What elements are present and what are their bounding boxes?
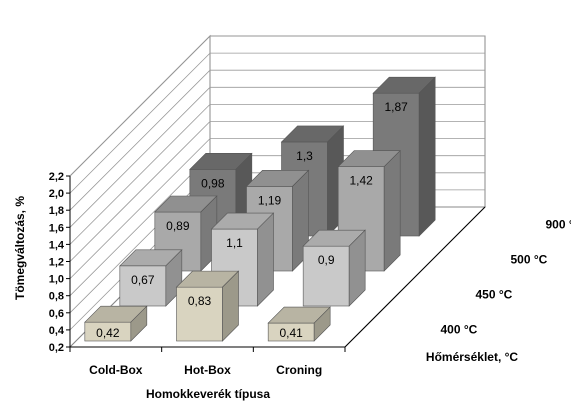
series-label: 500 °C xyxy=(511,253,548,267)
bar-side xyxy=(130,305,148,342)
series-label: 900 °C xyxy=(546,218,571,232)
data-label: 1,87 xyxy=(384,100,408,114)
y-axis-title: Tömegváltozás, % xyxy=(13,196,27,300)
x-axis-title: Homokkeverék típusa xyxy=(146,387,270,401)
y-tick-label: 1,2 xyxy=(49,257,64,269)
y-tick-label: 1,4 xyxy=(49,239,65,251)
category-label: Cold-Box xyxy=(89,363,143,377)
y-axis: 0,2 0,4 0,6 0,8 1,0 1,2 1,4 1,6 1,8 2,0 2,2 xyxy=(49,171,71,354)
series-label: 400 °C xyxy=(441,323,478,337)
category-label: Croning xyxy=(276,363,322,377)
bar: 0,67 xyxy=(119,249,183,307)
y-tick-label: 0,6 xyxy=(49,308,64,320)
gridline xyxy=(69,35,485,177)
category-labels: Cold-Box Hot-Box Croning 400 °C 450 °C 500 °C… xyxy=(69,206,571,377)
y-tick-label: 1,6 xyxy=(49,222,64,234)
data-label: 1,19 xyxy=(258,193,282,207)
bar: 1,42 xyxy=(337,149,401,272)
data-label: 0,98 xyxy=(201,176,225,190)
y-tick-label: 2,2 xyxy=(49,171,64,183)
y-tick-label: 0,2 xyxy=(49,342,64,354)
data-label: 0,67 xyxy=(131,273,155,287)
gridline xyxy=(69,52,485,194)
y-tick-label: 0,4 xyxy=(49,325,65,337)
bar-side xyxy=(348,229,366,307)
z-axis-line xyxy=(344,206,486,348)
category-label: Hot-Box xyxy=(184,363,231,377)
bar: 0,41 xyxy=(267,306,331,342)
bar-front xyxy=(119,265,167,307)
bar: 0,9 xyxy=(302,229,366,307)
bar: 0,42 xyxy=(84,305,148,342)
y-tick-label: 1,0 xyxy=(49,274,64,286)
y-tick-label: 2,0 xyxy=(49,188,64,200)
data-label: 1,42 xyxy=(349,174,373,188)
y-tick-label: 0,8 xyxy=(49,291,64,303)
bar-side xyxy=(222,270,239,342)
data-label: 0,42 xyxy=(96,326,120,340)
gridline xyxy=(69,69,485,211)
data-label: 0,83 xyxy=(188,294,212,308)
bar-side xyxy=(383,149,401,272)
data-label: 1,3 xyxy=(296,149,313,163)
series-label: 450 °C xyxy=(476,288,513,302)
z-axis-title: Hőmérséklet, °C xyxy=(426,350,519,364)
bar: 0,83 xyxy=(175,270,240,342)
data-label: 0,89 xyxy=(166,219,190,233)
bar-side xyxy=(257,212,274,307)
data-label: 0,9 xyxy=(318,253,335,267)
y-tick-label: 1,8 xyxy=(49,205,64,217)
bar-side xyxy=(313,306,331,342)
data-label: 0,41 xyxy=(279,326,303,340)
bar-side xyxy=(418,76,436,237)
bars: 0,98 1,3 1,87 0,89 1,19 1,42 0,67 1,1 0,9 0,42 0,8… xyxy=(84,76,436,342)
data-label: 1,1 xyxy=(226,236,243,250)
